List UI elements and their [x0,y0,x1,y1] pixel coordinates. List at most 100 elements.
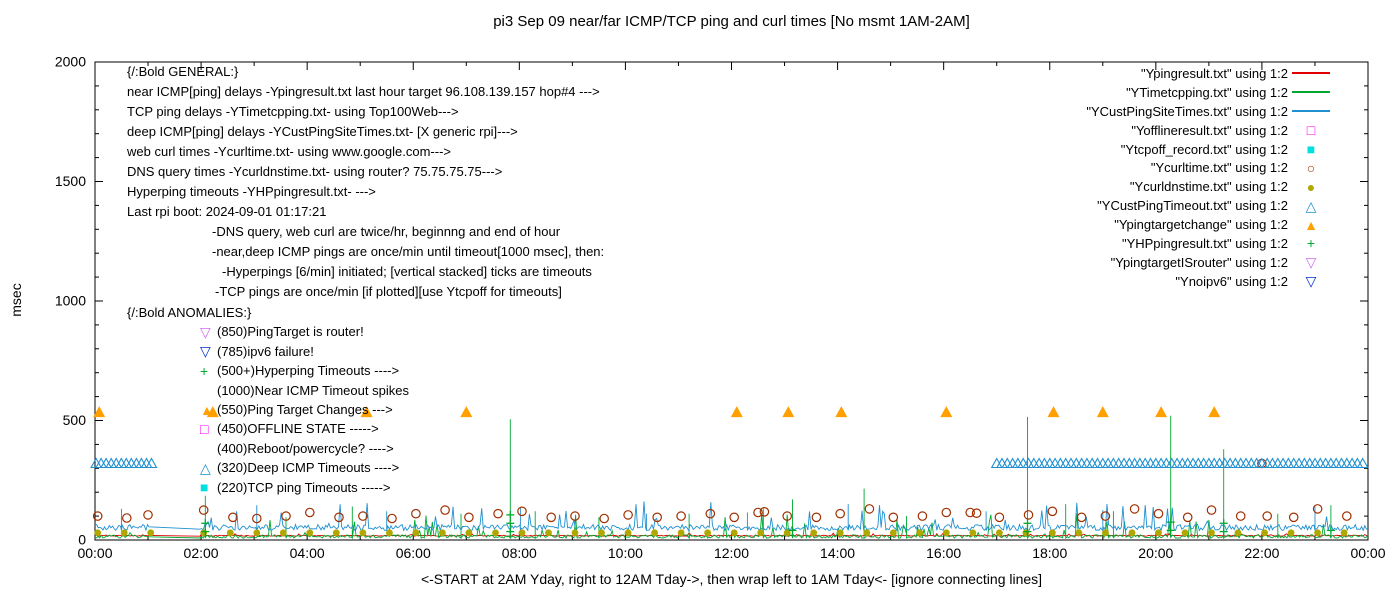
anomaly-note: ▽ (785)ipv6 failure! [200,342,409,361]
x-tick-label: 20:00 [1138,545,1173,561]
triangle-up-open-icon: △ [200,459,211,476]
x-tick-label: 10:00 [608,545,643,561]
legend-item: "YCustPingSiteTimes.txt" using 1:2 [1086,102,1334,121]
series-Ycurltime.txt [92,458,1352,524]
x-tick-label: 08:00 [502,545,537,561]
y-tick-label: 2000 [55,54,86,70]
x-tick-label: 04:00 [290,545,325,561]
legend-label: "Ypingresult.txt" using 1:2 [1140,65,1288,81]
legend-line-sample [1288,110,1334,113]
legend-item: "Ycurldnstime.txt" using 1:2 ● [1086,177,1334,196]
legend-line-sample [1288,72,1334,75]
general-note: -DNS query, web curl are twice/hr, begin… [212,224,561,239]
legend-label: "YHPpingresult.txt" using 1:2 [1121,235,1288,251]
general-note: -Hyperpings [6/min] initiated; [vertical… [222,264,592,279]
general-note: deep ICMP[ping] delays -YCustPingSiteTim… [127,124,518,139]
general-note: web curl times -Ycurltime.txt- using www… [127,144,452,159]
annotation-anomalies: {/:Bold ANOMALIES:} ▽ (850)PingTarget is r… [127,303,409,497]
general-note: Hyperping timeouts -YHPpingresult.txt- -… [127,184,376,199]
anomaly-text: (450)OFFLINE STATE -----> [217,421,379,437]
series-YHPpingresult.txt [201,510,1335,536]
triangle-down-open-icon: ▽ [200,324,211,341]
anomaly-note: (400)Reboot/powercycle? ----> [200,439,409,458]
legend-label: "Ynoipv6" using 1:2 [1175,273,1288,289]
legend-item: "YCustPingTimeout.txt" using 1:2 △ [1086,196,1334,215]
legend-item: "Yofflineresult.txt" using 1:2 □ [1086,121,1334,140]
x-tick-label: 16:00 [926,545,961,561]
legend-triangle-up-open-icon: △ [1305,197,1317,214]
series-YCustPingTimeout.txt [90,457,1369,469]
legend-item: "Ynoipv6" using 1:2 ▽ [1086,272,1334,291]
legend-item: "YpingtargetISrouter" using 1:2 ▽ [1086,253,1334,272]
legend: "Ypingresult.txt" using 1:2 "YTimetcpping… [1086,64,1334,291]
anomaly-note: + (500+)Hyperping Timeouts ----> [200,361,409,380]
x-tick-label: 22:00 [1244,545,1279,561]
x-tick-label: 12:00 [714,545,749,561]
general-note: Last rpi boot: 2024-09-01 01:17:21 [127,204,327,219]
legend-line-sample [1288,91,1334,94]
general-note: near ICMP[ping] delays -Ypingresult.txt … [127,84,600,99]
square-open-icon: □ [200,421,209,438]
x-tick-label: 00:00 [1350,545,1385,561]
anomaly-text: (850)PingTarget is router! [217,324,364,340]
legend-triangle-down-open-icon: ▽ [1305,273,1317,290]
general-note: TCP ping delays -YTimetcpping.txt- using… [127,104,459,119]
legend-triangle-down-open-icon: ▽ [1305,254,1317,271]
anomaly-text: (500+)Hyperping Timeouts ----> [217,363,400,379]
anomaly-text: (785)ipv6 failure! [217,343,314,359]
legend-label: "YpingtargetISrouter" using 1:2 [1110,254,1288,270]
general-note: DNS query times -Ycurldnstime.txt- using… [127,164,503,179]
legend-label: "Ycurltime.txt" using 1:2 [1150,160,1288,176]
anomaly-note: △ (320)Deep ICMP Timeouts ----> [200,458,409,477]
y-tick-label: 1500 [55,173,86,189]
legend-circle-open-icon: ○ [1306,159,1316,176]
y-tick-label: 500 [63,412,87,428]
x-tick-label: 00:00 [77,545,112,561]
legend-plus-icon: + [1306,235,1316,252]
legend-square-filled-icon: ■ [1306,141,1316,157]
annotation-general: {/:Bold GENERAL:} near ICMP[ping] delays … [127,62,604,302]
x-tick-label: 06:00 [396,545,431,561]
series-YCustPingSiteTimes.txt [94,501,1369,533]
series-YTimetcpping.txt [95,415,1369,540]
legend-triangle-up-filled-icon: ▲ [1304,216,1318,233]
anomaly-text: (550)Ping Target Changes ---> [217,401,393,417]
anomaly-text: (1000)Near ICMP Timeout spikes [217,382,409,398]
series-Ypingtargetchange [93,406,1221,418]
anomaly-note: (1000)Near ICMP Timeout spikes [200,381,409,400]
plus-icon: + [200,362,209,379]
y-tick-label: 0 [78,532,86,548]
anomaly-text: (320)Deep ICMP Timeouts ----> [217,460,400,476]
legend-item: "Ypingresult.txt" using 1:2 [1086,64,1334,83]
legend-item: "YHPpingresult.txt" using 1:2 + [1086,234,1334,253]
anomaly-note: □ (450)OFFLINE STATE -----> [200,419,409,438]
legend-label: "Ytcpoff_record.txt" using 1:2 [1120,141,1288,157]
legend-label: "Yofflineresult.txt" using 1:2 [1131,122,1288,138]
y-tick-label: 1000 [55,293,86,309]
triangle-up-filled-icon: ▲ [200,401,214,418]
x-tick-label: 02:00 [184,545,219,561]
anomalies-heading: {/:Bold ANOMALIES:} [127,305,252,320]
legend-label: "YCustPingTimeout.txt" using 1:2 [1097,198,1288,214]
anomaly-note: ▽ (850)PingTarget is router! [200,322,409,341]
legend-item: "Ytcpoff_record.txt" using 1:2 ■ [1086,140,1334,159]
legend-circle-filled-icon: ● [1306,178,1316,195]
axes: 0 500 1000 1500 2000 00:00 02:00 04:00 06:00 08:0… [55,54,1386,562]
x-tick-label: 18:00 [1032,545,1067,561]
triangle-down-open-icon: ▽ [200,343,211,360]
x-tick-label: 14:00 [820,545,855,561]
general-heading: {/:Bold GENERAL:} [127,64,239,79]
anomaly-text: (220)TCP ping Timeouts -----> [217,479,391,495]
series-Ycurldnstime.txt [94,529,1348,537]
general-note: -TCP pings are once/min [if plotted][use… [215,284,562,299]
y-axis-label: msec [8,283,24,317]
anomaly-note: ■ (220)TCP ping Timeouts -----> [200,478,409,497]
x-axis-label: <-START at 2AM Yday, right to 12AM Tday-… [420,571,1043,587]
legend-label: "YTimetcpping.txt" using 1:2 [1126,84,1288,100]
legend-label: "Ypingtargetchange" using 1:2 [1114,217,1288,233]
chart-title: pi3 Sep 09 near/far ICMP/TCP ping and cu… [493,13,970,30]
legend-item: "Ypingtargetchange" using 1:2 ▲ [1086,215,1334,234]
legend-square-open-icon: □ [1306,122,1316,139]
legend-label: "YCustPingSiteTimes.txt" using 1:2 [1086,103,1288,119]
